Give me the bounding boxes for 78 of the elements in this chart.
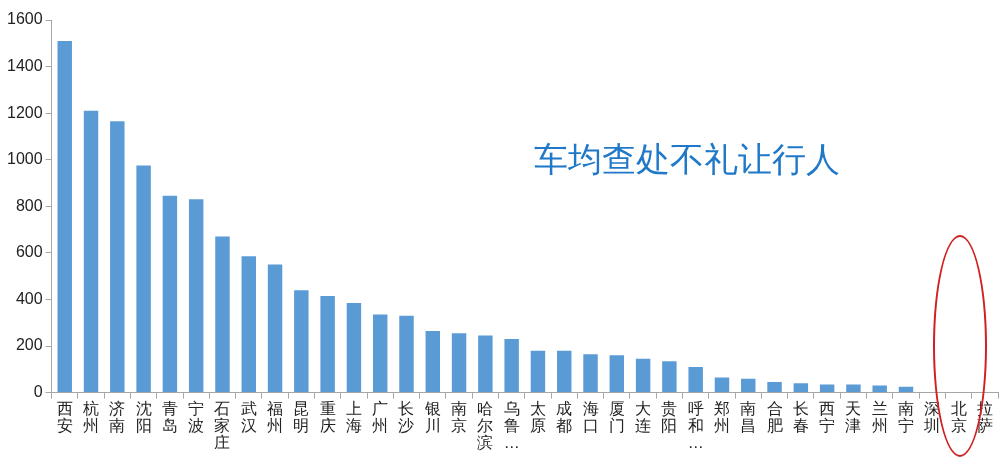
bar xyxy=(215,236,230,393)
x-tick-label: 大连 xyxy=(635,400,652,435)
x-tick-label: 北京 xyxy=(950,400,967,435)
bar xyxy=(767,382,782,393)
bar xyxy=(714,377,730,393)
x-tick-label: 石家庄 xyxy=(214,400,231,452)
bar xyxy=(846,384,861,393)
bar xyxy=(741,378,756,393)
x-tick-label: 长春 xyxy=(792,400,809,435)
bar xyxy=(372,314,388,393)
bar xyxy=(162,195,178,393)
x-tick-label: 武汉 xyxy=(240,400,257,435)
x-tick-label: 厦门 xyxy=(608,400,625,435)
x-tick-label: 重庆 xyxy=(319,400,336,435)
x-tick-label: 昆明 xyxy=(293,400,310,435)
bar xyxy=(478,335,493,393)
bar xyxy=(110,121,125,393)
bar xyxy=(425,330,441,393)
bar xyxy=(346,302,362,393)
x-tick-label: 杭州 xyxy=(82,400,100,435)
bar xyxy=(793,383,809,393)
x-tick-label: 深圳 xyxy=(923,400,941,435)
x-tick-label: 成都 xyxy=(556,400,573,435)
bar xyxy=(241,256,256,393)
x-tick-label: 银川 xyxy=(423,400,441,435)
x-tick-label: 上海 xyxy=(345,400,362,435)
bar xyxy=(688,366,703,393)
bar xyxy=(504,339,519,393)
y-tick-label: 800 xyxy=(15,196,43,214)
x-tick-label: 呼和… xyxy=(687,400,704,452)
y-tick-label: 1400 xyxy=(7,56,43,74)
bar xyxy=(320,295,335,393)
y-tick-label: 600 xyxy=(15,243,43,261)
x-tick-label: 南宁 xyxy=(897,400,914,435)
y-tick-label: 1000 xyxy=(7,150,43,168)
x-tick-label: 广州 xyxy=(372,400,389,435)
x-tick-label: 青岛 xyxy=(161,400,178,435)
bar xyxy=(188,199,204,393)
bar xyxy=(530,350,546,393)
y-tick-label: 0 xyxy=(33,383,43,401)
x-tick-label: 合肥 xyxy=(766,400,783,435)
x-tick-label: 西宁 xyxy=(819,400,836,435)
bar xyxy=(136,165,151,393)
bar xyxy=(451,333,467,393)
bar xyxy=(583,354,598,393)
bar xyxy=(872,385,887,393)
bar xyxy=(898,386,914,393)
x-tick-label: 海口 xyxy=(582,400,599,435)
bar xyxy=(399,315,414,393)
x-tick-label: 长沙 xyxy=(398,400,415,435)
bar xyxy=(819,384,835,393)
bar xyxy=(294,290,309,393)
bar xyxy=(267,264,283,393)
y-tick-label: 200 xyxy=(15,336,43,354)
bar xyxy=(57,40,72,393)
x-tick-label: 天津 xyxy=(845,400,862,435)
x-tick-label: 沈阳 xyxy=(135,400,152,435)
x-tick-label: 贵阳 xyxy=(661,400,678,435)
bar xyxy=(635,358,651,393)
x-tick-label: 兰州 xyxy=(871,400,888,435)
y-tick-label: 400 xyxy=(15,289,43,307)
x-tick-label: 福州 xyxy=(267,400,284,435)
x-tick-label: 郑州 xyxy=(713,400,730,435)
x-tick-label: 南昌 xyxy=(740,400,757,435)
bar xyxy=(662,361,677,393)
x-tick-label: 西安 xyxy=(56,400,73,435)
y-tick-label: 1200 xyxy=(7,103,43,121)
x-tick-label: 太原 xyxy=(529,400,546,435)
bar xyxy=(609,355,625,393)
x-tick-label: 乌鲁… xyxy=(503,400,520,452)
bar xyxy=(83,110,99,393)
x-tick-label: 宁波 xyxy=(188,400,205,435)
x-tick-label: 济南 xyxy=(109,400,126,435)
x-tick-label: 哈尔滨 xyxy=(477,400,494,452)
bar xyxy=(557,350,572,393)
y-tick-label: 1600 xyxy=(7,10,43,28)
text: 车均查处不礼让行人 xyxy=(534,139,841,178)
x-tick-label: 南京 xyxy=(451,400,468,435)
